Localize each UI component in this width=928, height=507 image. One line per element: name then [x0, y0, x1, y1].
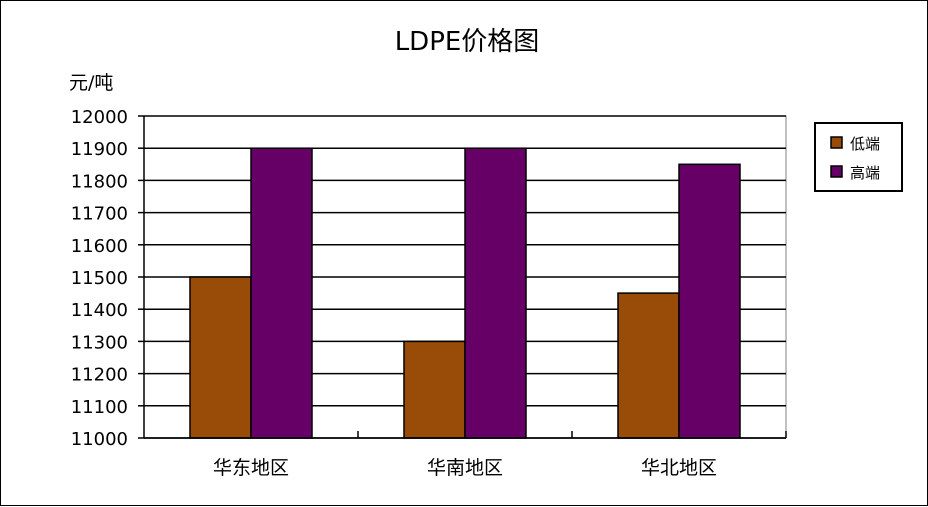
- bar-high: [678, 163, 741, 439]
- bar-high: [250, 147, 313, 439]
- y-tick-label: 11100: [71, 397, 128, 418]
- y-axis-label: 元/吨: [69, 72, 113, 94]
- y-tick-label: 12000: [71, 107, 128, 128]
- x-tick-label: 华北地区: [641, 457, 717, 479]
- y-tick-label: 11900: [71, 139, 128, 160]
- chart-title: LDPE价格图: [395, 27, 540, 57]
- y-tick-label: 11500: [71, 268, 128, 289]
- y-tick-label: 11300: [71, 332, 128, 353]
- legend-label: 低端: [850, 135, 880, 153]
- legend-box: [814, 122, 903, 192]
- y-tick-label: 11400: [71, 300, 128, 321]
- bar-low: [189, 276, 252, 439]
- bar-low: [617, 292, 680, 439]
- y-tick-label: 11700: [71, 204, 128, 225]
- legend-label: 高端: [850, 164, 880, 182]
- bar-low: [403, 340, 466, 439]
- x-tick-label: 华南地区: [427, 457, 503, 479]
- x-tick-label: 华东地区: [213, 457, 289, 479]
- y-tick-label: 11000: [71, 429, 128, 450]
- y-tick-label: 11200: [71, 365, 128, 386]
- bar-high: [464, 147, 527, 439]
- legend-swatch: [830, 136, 843, 149]
- legend-swatch: [830, 165, 843, 178]
- y-tick-label: 11600: [71, 236, 128, 257]
- y-tick-label: 11800: [71, 171, 128, 192]
